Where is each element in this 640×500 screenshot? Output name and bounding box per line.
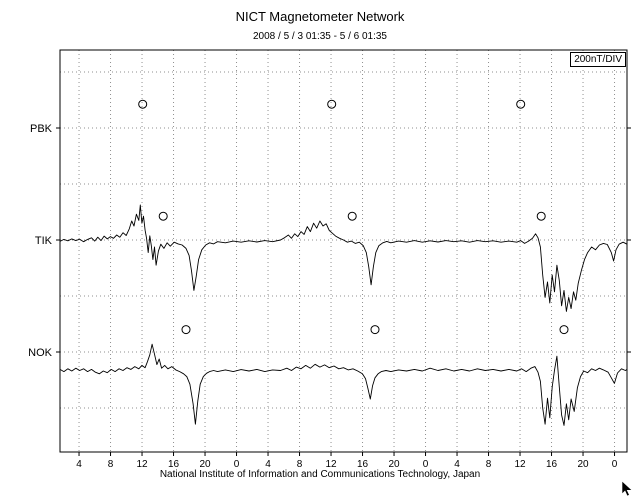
local-noon-marker xyxy=(181,325,191,335)
local-noon-marker xyxy=(516,99,526,109)
x-tick-label: 8 xyxy=(486,459,492,470)
x-tick-label: 16 xyxy=(168,459,180,470)
local-noon-marker xyxy=(158,211,168,221)
x-tick-label: 0 xyxy=(423,459,429,470)
magnetogram-trace-tik xyxy=(59,204,628,312)
local-noon-marker xyxy=(327,99,337,109)
x-tick-label: 16 xyxy=(357,459,369,470)
local-noon-marker xyxy=(559,325,569,335)
station-label-tik: TIK xyxy=(35,235,53,247)
mouse-cursor-icon xyxy=(621,481,633,497)
x-tick-label: 12 xyxy=(136,459,148,470)
date-range-label: 2008 / 5 / 3 01:35 - 5 / 6 01:35 xyxy=(253,31,387,42)
x-tick-label: 4 xyxy=(76,459,82,470)
x-tick-label: 4 xyxy=(454,459,460,470)
local-noon-marker xyxy=(370,325,380,335)
x-tick-label: 4 xyxy=(265,459,271,470)
station-label-nok: NOK xyxy=(28,347,53,359)
local-noon-marker xyxy=(536,211,546,221)
plot-border xyxy=(59,49,628,453)
local-noon-marker xyxy=(347,211,357,221)
local-noon-marker xyxy=(138,99,148,109)
page-title: NICT Magnetometer Network xyxy=(235,9,405,24)
x-tick-label: 8 xyxy=(108,459,114,470)
x-tick-label: 20 xyxy=(199,459,211,470)
x-tick-label: 0 xyxy=(234,459,240,470)
x-tick-label: 12 xyxy=(325,459,337,470)
x-tick-label: 0 xyxy=(612,459,618,470)
magnetogram-trace-nok xyxy=(59,343,628,426)
footer-institution-label: National Institute of Information and Co… xyxy=(159,469,481,480)
x-tick-label: 12 xyxy=(514,459,526,470)
x-tick-label: 20 xyxy=(577,459,589,470)
x-tick-label: 16 xyxy=(546,459,558,470)
station-label-pbk: PBK xyxy=(30,123,53,135)
x-tick-label: 20 xyxy=(388,459,400,470)
scale-per-division-label: 200nT/DIV xyxy=(570,52,626,67)
x-tick-label: 8 xyxy=(297,459,303,470)
